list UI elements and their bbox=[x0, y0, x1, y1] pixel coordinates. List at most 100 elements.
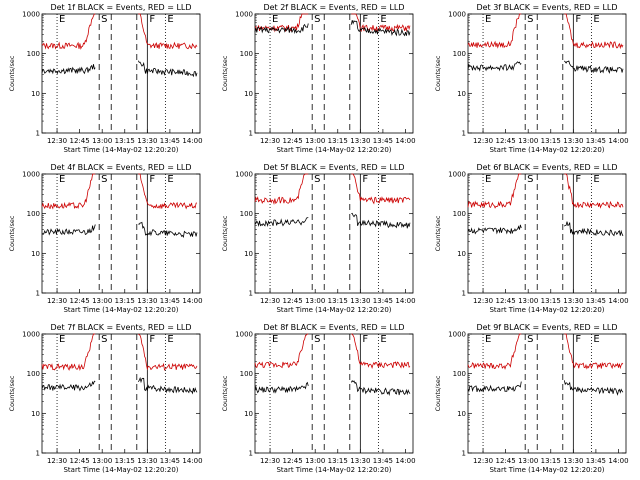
x-tick-label: 12:45 bbox=[70, 137, 90, 145]
x-axis-label: Start Time (14-May-02 12:20:20) bbox=[276, 306, 391, 314]
y-axis-label: Counts/sec bbox=[8, 375, 16, 411]
x-tick-label: 13:30 bbox=[350, 457, 370, 465]
event-marker-label: E bbox=[485, 174, 491, 185]
series-events-pre bbox=[467, 224, 522, 235]
y-tick-label: 1 bbox=[249, 130, 253, 138]
y-tick-label: 10 bbox=[457, 410, 466, 418]
x-tick-label: 13:45 bbox=[586, 457, 606, 465]
x-tick-label: 13:30 bbox=[563, 137, 583, 145]
x-tick-label: 13:15 bbox=[328, 457, 348, 465]
x-tick-label: 13:00 bbox=[92, 137, 112, 145]
plot-frame bbox=[467, 333, 627, 454]
y-tick-label: 100 bbox=[453, 50, 466, 58]
series-lld-post bbox=[138, 173, 198, 210]
event-marker-label: E bbox=[59, 334, 65, 345]
event-marker-label: F bbox=[149, 334, 155, 345]
x-axis-label: Start Time (14-May-02 12:20:20) bbox=[276, 146, 391, 154]
event-marker-label: E bbox=[59, 14, 65, 25]
x-axis-label: Start Time (14-May-02 12:20:20) bbox=[489, 306, 604, 314]
event-marker-label: E bbox=[59, 174, 65, 185]
detector-panel-7: Det 7f BLACK = Events, RED = LLD 1 10 100 10… bbox=[8, 323, 203, 474]
plot-frame bbox=[41, 13, 201, 134]
y-tick-label: 1000 bbox=[235, 171, 253, 179]
event-marker-label: E bbox=[380, 174, 386, 185]
x-tick-label: 13:45 bbox=[160, 457, 180, 465]
x-tick-label: 14:00 bbox=[395, 137, 415, 145]
x-tick-label: 13:45 bbox=[160, 137, 180, 145]
x-tick-label: 13:00 bbox=[92, 457, 112, 465]
y-tick-label: 1000 bbox=[235, 331, 253, 339]
x-tick-label: 14:00 bbox=[608, 297, 628, 305]
plot-frame bbox=[467, 13, 627, 134]
y-tick-label: 1000 bbox=[448, 171, 466, 179]
x-tick-label: 13:15 bbox=[541, 137, 561, 145]
series-events-pre bbox=[41, 224, 96, 236]
plot-frame bbox=[254, 13, 414, 134]
x-tick-label: 13:15 bbox=[115, 297, 135, 305]
x-tick-label: 12:30 bbox=[47, 457, 67, 465]
event-marker-label: E bbox=[593, 14, 599, 25]
chart-title: Det 7f BLACK = Events, RED = LLD bbox=[50, 323, 191, 332]
x-tick-label: 12:30 bbox=[47, 297, 67, 305]
x-tick-label: 12:45 bbox=[283, 297, 303, 305]
y-tick-label: 10 bbox=[457, 250, 466, 258]
x-tick-label: 13:30 bbox=[137, 457, 157, 465]
y-tick-label: 100 bbox=[453, 210, 466, 218]
x-tick-label: 13:15 bbox=[328, 297, 348, 305]
series-lld-pre bbox=[41, 173, 96, 210]
x-tick-label: 13:30 bbox=[137, 137, 157, 145]
x-tick-label: 13:30 bbox=[350, 137, 370, 145]
x-tick-label: 13:15 bbox=[541, 297, 561, 305]
event-marker-label: F bbox=[575, 14, 581, 25]
series-lld-post bbox=[351, 13, 411, 33]
event-marker-label: F bbox=[575, 334, 581, 345]
x-tick-label: 13:45 bbox=[586, 137, 606, 145]
detector-panel-2: Det 2f BLACK = Events, RED = LLD 1 10 100 10… bbox=[221, 3, 416, 154]
x-tick-label: 13:30 bbox=[137, 297, 157, 305]
series-lld-post bbox=[138, 13, 198, 50]
y-axis-label: Counts/sec bbox=[8, 215, 16, 251]
chart-title: Det 8f BLACK = Events, RED = LLD bbox=[263, 323, 404, 332]
x-tick-label: 12:30 bbox=[473, 457, 493, 465]
y-axis-label: Counts/sec bbox=[221, 55, 229, 91]
chart-title: Det 6f BLACK = Events, RED = LLD bbox=[476, 163, 617, 172]
x-tick-label: 13:45 bbox=[586, 297, 606, 305]
event-marker-label: S bbox=[314, 14, 320, 25]
x-tick-label: 13:45 bbox=[160, 297, 180, 305]
event-marker-label: F bbox=[149, 14, 155, 25]
event-marker-label: E bbox=[593, 334, 599, 345]
event-marker-label: F bbox=[362, 14, 368, 25]
detector-panel-4: Det 4f BLACK = Events, RED = LLD 1 10 100 10… bbox=[8, 163, 203, 314]
event-marker-label: E bbox=[380, 14, 386, 25]
series-events-pre bbox=[254, 381, 309, 394]
y-tick-label: 1 bbox=[462, 450, 466, 458]
x-tick-label: 12:45 bbox=[283, 137, 303, 145]
x-tick-label: 13:00 bbox=[518, 137, 538, 145]
x-tick-label: 13:15 bbox=[115, 137, 135, 145]
y-tick-label: 1000 bbox=[448, 11, 466, 19]
x-axis-label: Start Time (14-May-02 12:20:20) bbox=[63, 466, 178, 474]
series-events-pre bbox=[467, 381, 522, 393]
y-tick-label: 100 bbox=[240, 210, 253, 218]
x-axis-label: Start Time (14-May-02 12:20:20) bbox=[63, 146, 178, 154]
event-marker-label: S bbox=[101, 14, 107, 25]
x-tick-label: 13:30 bbox=[563, 457, 583, 465]
y-axis-label: Counts/sec bbox=[221, 375, 229, 411]
y-tick-label: 10 bbox=[457, 90, 466, 98]
series-events-post bbox=[564, 221, 624, 237]
x-tick-label: 13:00 bbox=[518, 297, 538, 305]
y-tick-label: 1 bbox=[36, 130, 40, 138]
series-events-post bbox=[137, 376, 198, 395]
event-marker-label: E bbox=[485, 334, 491, 345]
series-lld-pre bbox=[41, 333, 96, 372]
y-tick-label: 1 bbox=[249, 290, 253, 298]
y-tick-label: 100 bbox=[27, 50, 40, 58]
event-marker-label: S bbox=[527, 174, 533, 185]
series-lld-post bbox=[564, 333, 624, 370]
event-marker-label: E bbox=[167, 14, 173, 25]
y-axis-label: Counts/sec bbox=[221, 215, 229, 251]
y-axis-label: Counts/sec bbox=[434, 215, 442, 251]
event-marker-label: S bbox=[314, 174, 320, 185]
x-tick-label: 13:15 bbox=[328, 137, 348, 145]
